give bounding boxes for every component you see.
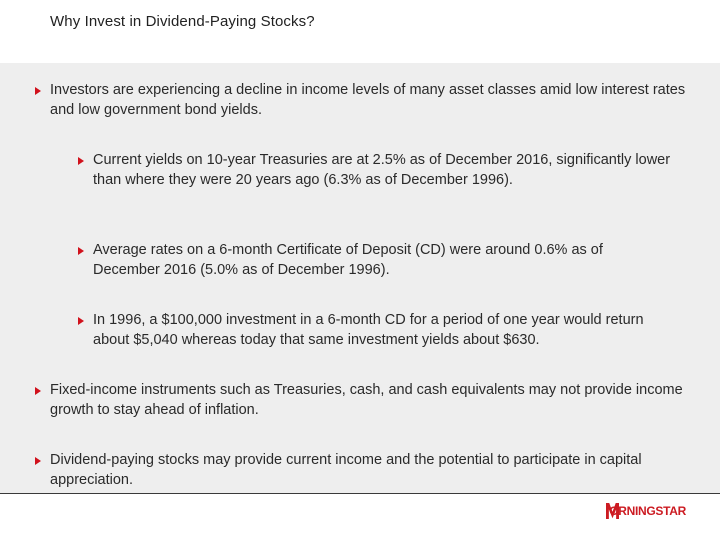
- logo-text: ORNINGSTAR: [609, 504, 686, 518]
- bullet-arrow-icon: [78, 157, 84, 165]
- logo-m-icon: [606, 503, 608, 519]
- sub-bullet-item: In 1996, a $100,000 investment in a 6-mo…: [78, 310, 673, 350]
- bullet-arrow-icon: [35, 457, 41, 465]
- morningstar-logo: ORNINGSTAR: [606, 501, 686, 521]
- bullet-arrow-icon: [78, 247, 84, 255]
- bullet-arrow-icon: [35, 387, 41, 395]
- bullet-text: Investors are experiencing a decline in …: [50, 82, 686, 118]
- slide-title: Why Invest in Dividend-Paying Stocks?: [50, 13, 315, 30]
- bullet-text: Fixed-income instruments such as Treasur…: [50, 382, 683, 418]
- sub-bullet-text: Current yields on 10-year Treasuries are…: [93, 152, 671, 188]
- sub-bullet-text: Average rates on a 6-month Certificate o…: [93, 242, 603, 278]
- bullet-arrow-icon: [78, 317, 84, 325]
- bullet-item: Fixed-income instruments such as Treasur…: [35, 380, 690, 420]
- sub-bullet-text: In 1996, a $100,000 investment in a 6-mo…: [93, 312, 644, 348]
- bullet-item: Dividend-paying stocks may provide curre…: [35, 450, 690, 490]
- bullet-arrow-icon: [35, 87, 41, 95]
- bullet-item: Investors are experiencing a decline in …: [35, 80, 690, 120]
- sub-bullet-item: Average rates on a 6-month Certificate o…: [78, 240, 673, 280]
- content-band: [0, 63, 720, 493]
- sub-bullet-item: Current yields on 10-year Treasuries are…: [78, 150, 673, 190]
- footer-divider: [0, 493, 720, 494]
- bullet-text: Dividend-paying stocks may provide curre…: [50, 452, 642, 488]
